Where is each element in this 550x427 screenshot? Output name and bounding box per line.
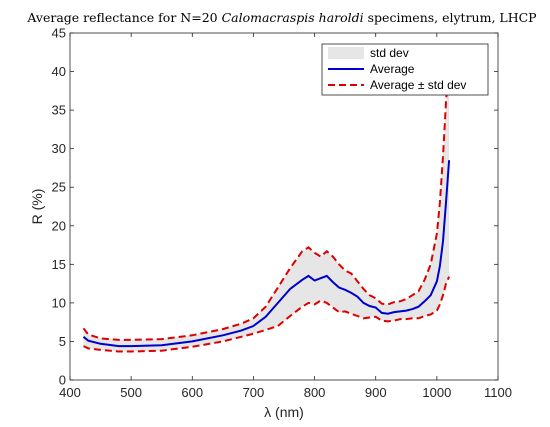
chart-title-species: Calomacraspis haroldi	[222, 10, 364, 25]
x-tick-label: 500	[120, 385, 142, 400]
average-minus-std-line	[83, 276, 451, 353]
y-tick-label: 45	[52, 26, 66, 41]
x-tick-label: 800	[304, 385, 326, 400]
y-tick-label: 5	[59, 334, 66, 349]
legend: std dev Average Average ± std dev	[321, 43, 489, 96]
x-tick-label: 1100	[484, 385, 512, 400]
y-tick-label: 35	[52, 103, 66, 118]
chart-title-suffix: specimens, elytrum, LHCP	[364, 10, 537, 25]
y-tick-label: 25	[52, 180, 66, 195]
y-tick-label: 30	[52, 141, 66, 156]
x-axis-label: λ (nm)	[264, 404, 304, 420]
y-tick-label: 20	[52, 218, 66, 233]
y-axis-label: R (%)	[29, 189, 45, 225]
y-tick-label: 10	[52, 295, 66, 310]
chart-title-prefix: Average reflectance for N=20	[26, 10, 221, 25]
average-line	[82, 160, 451, 348]
x-tick-label: 700	[243, 385, 265, 400]
average-plus-std-line	[82, 56, 451, 341]
chart-title: Average reflectance for N=20 Calomacrasp…	[26, 10, 536, 25]
legend-average-label: Average	[370, 62, 415, 76]
axis-ticks: 400 500 600 700 800 900 1000 1100 0 5 10 15 20 25 30 35…	[52, 26, 512, 401]
y-tick-label: 40	[52, 64, 66, 79]
plot-area	[82, 56, 451, 353]
x-tick-label: 600	[181, 385, 203, 400]
legend-std-dev-swatch	[328, 47, 364, 59]
x-tick-label: 400	[59, 385, 81, 400]
x-tick-label: 1000	[422, 385, 451, 400]
y-tick-label: 15	[52, 257, 66, 272]
legend-std-dev-label: std dev	[370, 46, 409, 60]
x-tick-label: 900	[365, 385, 387, 400]
y-tick-label: 0	[59, 373, 66, 388]
legend-bounds-label: Average ± std dev	[370, 78, 466, 92]
axes-frame	[69, 32, 499, 381]
